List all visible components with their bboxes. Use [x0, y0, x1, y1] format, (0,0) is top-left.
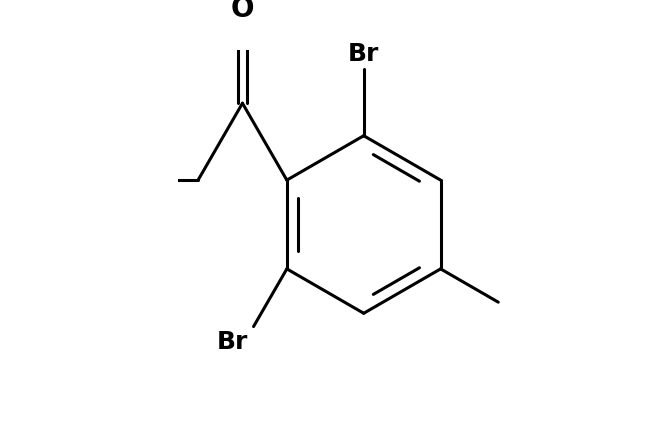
Text: Br: Br [217, 329, 248, 353]
Text: O: O [230, 0, 255, 23]
Text: Br: Br [348, 42, 379, 66]
